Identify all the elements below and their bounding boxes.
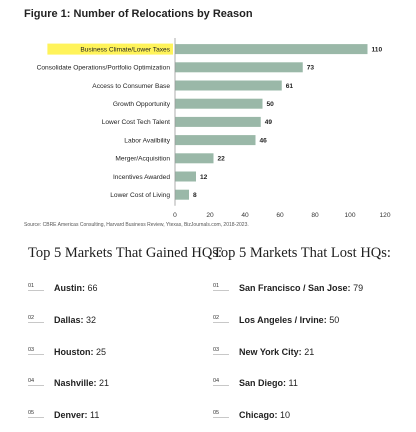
market-count: 66 (87, 283, 98, 293)
x-tick-label: 20 (206, 212, 214, 219)
list-item: 04 Nashville: 21 (28, 367, 198, 399)
list-item: 02 Dallas: 32 (28, 304, 198, 336)
data-label: 49 (265, 119, 273, 126)
lost-hq-title: Top 5 Markets That Lost HQs: (213, 245, 391, 261)
market-count: 21 (99, 378, 110, 389)
x-tick-label: 80 (311, 212, 319, 219)
category-label: Lower Cost of Living (110, 192, 170, 199)
x-tick-label: 40 (241, 212, 249, 219)
figure-title: Figure 1: Number of Relocations by Reaso… (24, 8, 253, 20)
market-count: 10 (280, 410, 291, 421)
category-label: Access to Consumer Base (92, 83, 170, 90)
bar (175, 80, 282, 91)
bar (175, 171, 196, 182)
bar (175, 62, 303, 73)
list-item: 04 San Diego: 11 (213, 367, 403, 399)
market-name: Austin: (54, 283, 85, 293)
bar (175, 135, 256, 146)
category-label: Growth Opportunity (113, 101, 171, 108)
bar (175, 153, 214, 164)
market-name: San Francisco / San Jose: (239, 283, 351, 293)
category-label: Merger/Acquisition (115, 156, 170, 163)
data-label: 110 (372, 46, 383, 53)
market-name: San Diego: (239, 378, 287, 389)
market-count: 21 (304, 346, 315, 357)
market-name: Denver: (54, 410, 88, 421)
rank-number: 02 (213, 315, 229, 323)
list-item: 03 Houston: 25 (28, 336, 198, 368)
market-count: 11 (288, 378, 298, 389)
market-name: Nashville: (54, 378, 97, 389)
market-name: New York City: (239, 346, 302, 357)
rank-number: 05 (28, 410, 44, 419)
category-label: Incentives Awarded (113, 174, 170, 181)
rank-number: 02 (28, 315, 44, 323)
data-label: 8 (193, 192, 197, 199)
highlight-marker (47, 43, 173, 55)
rank-number: 01 (213, 283, 229, 291)
market-name: Los Angeles / Irvine: (239, 314, 327, 325)
market-count: 25 (96, 346, 107, 357)
lost-hq-list: 01 San Francisco / San Jose: 79 02 Los A… (213, 272, 403, 431)
category-label: Lower Cost Tech Talent (102, 119, 170, 126)
list-item: 03 New York City: 21 (213, 336, 403, 368)
rank-number: 05 (213, 410, 229, 419)
rank-number: 01 (28, 283, 44, 291)
rank-number: 03 (213, 347, 229, 355)
gained-hq-title: Top 5 Markets That Gained HQs: (28, 245, 223, 261)
data-label: 12 (200, 174, 208, 181)
market-count: 50 (329, 314, 340, 325)
market-count: 11 (90, 410, 100, 421)
data-label: 46 (260, 137, 268, 144)
bar (175, 44, 368, 55)
source-note: Source: CBRE Americas Consulting, Harvar… (24, 222, 249, 228)
market-name: Chicago: (239, 410, 278, 421)
market-name: Houston: (54, 346, 94, 357)
bar (175, 98, 263, 109)
rank-number: 04 (28, 378, 44, 387)
list-item: 01 Austin: 66 (28, 272, 198, 304)
list-item: 02 Los Angeles / Irvine: 50 (213, 304, 403, 336)
x-tick-label: 120 (379, 212, 390, 219)
data-label: 61 (286, 83, 294, 90)
category-label: Labor Availbility (124, 137, 170, 144)
rank-number: 03 (28, 347, 44, 355)
relocation-bar-chart: Business Climate/Lower Taxes 110 Consolida… (37, 38, 391, 219)
category-label: Business Climate/Lower Taxes (80, 46, 170, 53)
list-item: 01 San Francisco / San Jose: 79 (213, 272, 403, 304)
list-item: 05 Chicago: 10 (213, 399, 403, 431)
bar (175, 116, 261, 127)
market-count: 79 (353, 283, 364, 293)
bar (175, 189, 189, 200)
category-label: Consolidate Operations/Portfolio Optimiz… (37, 65, 171, 72)
list-item: 05 Denver: 11 (28, 399, 198, 431)
gained-hq-list: 01 Austin: 66 02 Dallas: 32 03 Houston: … (28, 272, 198, 431)
x-tick-label: 100 (344, 212, 355, 219)
data-label: 50 (267, 101, 275, 108)
market-count: 32 (86, 314, 97, 325)
data-label: 22 (218, 156, 226, 163)
x-tick-label: 60 (276, 212, 284, 219)
market-name: Dallas: (54, 314, 84, 325)
rank-number: 04 (213, 378, 229, 387)
data-label: 73 (307, 65, 315, 72)
x-tick-label: 0 (173, 212, 177, 219)
